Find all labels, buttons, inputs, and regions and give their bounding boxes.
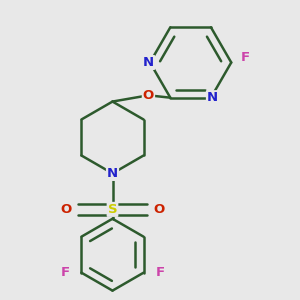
Text: F: F — [155, 266, 164, 279]
Text: F: F — [241, 51, 250, 64]
Text: F: F — [61, 266, 70, 279]
Text: N: N — [143, 56, 154, 69]
Text: S: S — [108, 203, 117, 216]
Text: O: O — [143, 89, 154, 102]
Text: O: O — [61, 203, 72, 216]
Text: N: N — [107, 167, 118, 180]
Text: N: N — [207, 91, 218, 104]
Text: O: O — [153, 203, 164, 216]
